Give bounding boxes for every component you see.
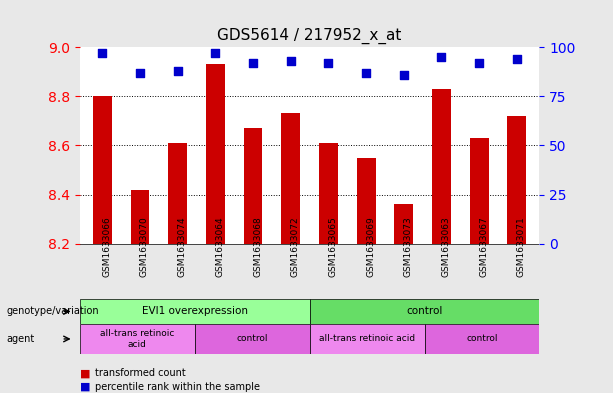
FancyBboxPatch shape [310, 299, 539, 324]
Text: percentile rank within the sample: percentile rank within the sample [95, 382, 260, 392]
Bar [93, 96, 112, 244]
Text: GSM1633066: GSM1633066 [102, 216, 112, 277]
Text: EVI1 overexpression: EVI1 overexpression [142, 307, 248, 316]
Bar [470, 138, 489, 244]
Text: ■: ■ [80, 368, 90, 378]
Bar [243, 128, 262, 244]
Bar [432, 89, 451, 244]
Text: GSM1633072: GSM1633072 [291, 216, 300, 277]
Bar [281, 114, 300, 244]
FancyBboxPatch shape [424, 324, 539, 354]
Title: GDS5614 / 217952_x_at: GDS5614 / 217952_x_at [218, 28, 402, 44]
FancyBboxPatch shape [80, 299, 310, 324]
Text: agent: agent [6, 334, 34, 344]
FancyBboxPatch shape [195, 324, 310, 354]
Text: GSM1633070: GSM1633070 [140, 216, 149, 277]
Bar [357, 158, 376, 244]
Bar [508, 116, 526, 244]
Point [97, 50, 107, 56]
Text: genotype/variation: genotype/variation [6, 307, 99, 316]
Bar [319, 143, 338, 244]
Point [173, 68, 183, 74]
Text: control: control [466, 334, 498, 343]
Text: GSM1633069: GSM1633069 [366, 216, 375, 277]
Point [436, 54, 446, 60]
Text: all-trans retinoic acid: all-trans retinoic acid [319, 334, 415, 343]
Text: GSM1633065: GSM1633065 [329, 216, 337, 277]
Point [248, 60, 258, 66]
Point [286, 58, 295, 64]
Text: control: control [237, 334, 268, 343]
Point [474, 60, 484, 66]
Text: transformed count: transformed count [95, 368, 186, 378]
FancyBboxPatch shape [80, 324, 195, 354]
Point [135, 70, 145, 76]
Bar [168, 143, 187, 244]
Point [399, 72, 409, 78]
Text: GSM1633071: GSM1633071 [517, 216, 526, 277]
Point [361, 70, 371, 76]
Bar [394, 204, 413, 244]
Text: ■: ■ [80, 382, 90, 392]
Bar [131, 189, 150, 244]
Point [512, 56, 522, 62]
Text: GSM1633063: GSM1633063 [441, 216, 451, 277]
Text: all-trans retinoic
acid: all-trans retinoic acid [100, 329, 174, 349]
Bar [206, 64, 225, 244]
Text: GSM1633064: GSM1633064 [215, 216, 224, 277]
Point [324, 60, 333, 66]
Text: GSM1633067: GSM1633067 [479, 216, 488, 277]
Text: control: control [406, 307, 443, 316]
Text: GSM1633068: GSM1633068 [253, 216, 262, 277]
Point [210, 50, 220, 56]
FancyBboxPatch shape [310, 324, 424, 354]
Text: GSM1633074: GSM1633074 [178, 216, 187, 277]
Text: GSM1633073: GSM1633073 [404, 216, 413, 277]
